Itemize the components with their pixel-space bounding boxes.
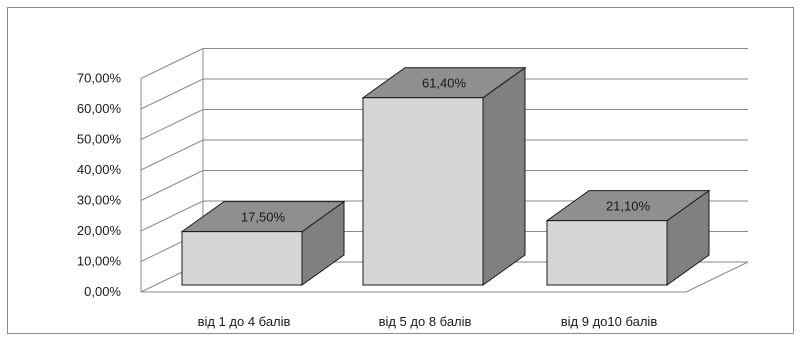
y-tick-label: 10,00% <box>77 254 122 269</box>
y-tick-label: 70,00% <box>77 71 122 86</box>
y-tick-label: 20,00% <box>77 223 122 238</box>
y-tick-label: 0,00% <box>84 284 121 299</box>
data-label: 21,10% <box>606 199 651 214</box>
data-label: 61,40% <box>422 76 467 91</box>
gridline-depth <box>140 139 204 171</box>
bar: 17,50% <box>180 200 346 286</box>
y-axis: 0,00% 10,00% 20,00% 30,00% 40,00% 50,00% 60,00… <box>77 48 204 299</box>
bar-front <box>546 220 668 286</box>
bar-front <box>181 231 303 286</box>
gridline-depth <box>140 109 204 140</box>
bar: 21,10% <box>545 189 711 286</box>
gridline-depth <box>140 78 204 110</box>
category-label: від 1 до 4 балів <box>198 314 291 329</box>
y-tick-label: 60,00% <box>77 101 122 116</box>
category-label: від 5 до 8 балів <box>379 314 472 329</box>
y-tick-label: 40,00% <box>77 162 122 177</box>
category-label: від 9 до10 балів <box>561 314 658 329</box>
gridline-depth <box>140 200 204 232</box>
floor-right-edge <box>685 261 749 293</box>
bar: 61,40% <box>361 66 527 286</box>
bars: 17,50% 61,40% 21,10% <box>180 66 711 286</box>
bar-front <box>362 97 484 286</box>
category-axis: від 1 до 4 балів від 5 до 8 балів від 9 до… <box>198 314 658 329</box>
gridline-depth <box>140 48 204 79</box>
bar-side <box>482 66 526 286</box>
y-tick-label: 50,00% <box>77 132 122 147</box>
gridline-depth <box>140 170 204 201</box>
y-tick-label: 30,00% <box>77 193 122 208</box>
data-label: 17,50% <box>241 210 286 225</box>
